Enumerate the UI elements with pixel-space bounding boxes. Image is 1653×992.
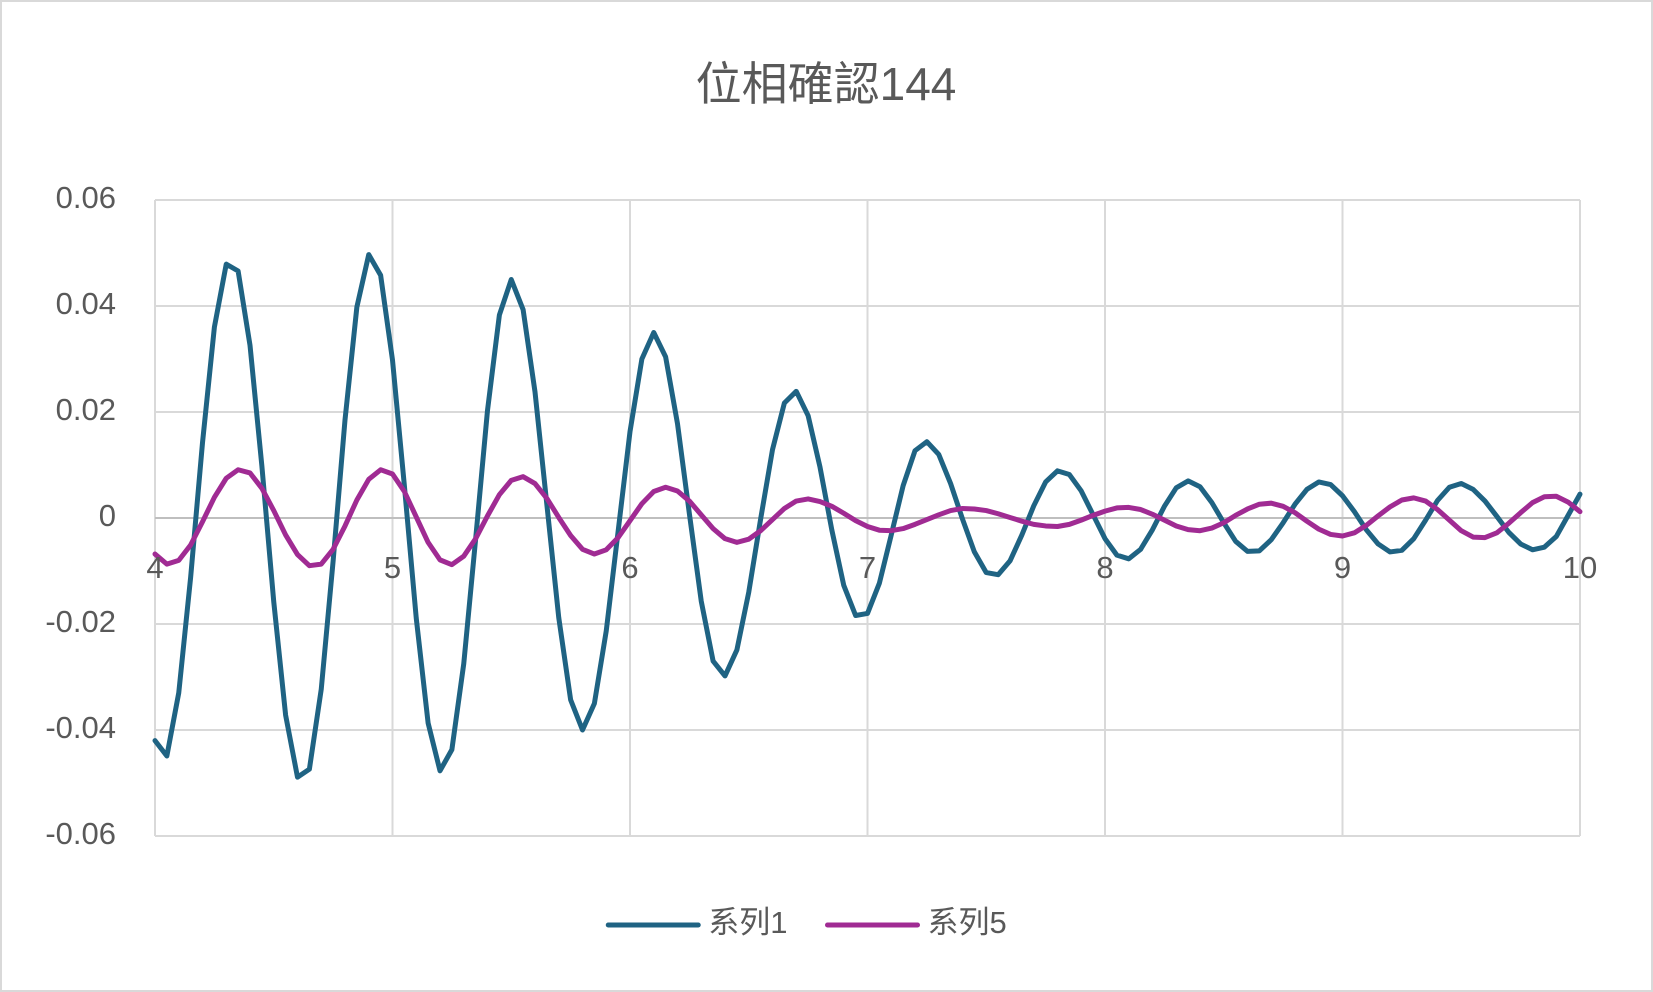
series-line (152, 252, 1583, 780)
chart-title: 位相確認144 (696, 58, 957, 110)
y-tick-label: -0.06 (45, 816, 116, 851)
y-tick-label: 0.04 (56, 286, 116, 321)
x-tick-label: 6 (621, 550, 638, 585)
y-tick-label: 0.06 (56, 180, 116, 215)
legend-item: 系列5 (825, 905, 1007, 940)
y-tick-label: 0 (99, 498, 116, 533)
x-tick-label: 8 (1096, 550, 1113, 585)
y-tick-label: -0.04 (45, 710, 116, 745)
x-tick-label: 4 (146, 550, 163, 585)
x-tick-label: 5 (384, 550, 401, 585)
y-tick-label: -0.02 (45, 604, 116, 639)
series-line (152, 467, 1583, 569)
legend-item: 系列1 (605, 905, 788, 940)
y-tick-label: 0.02 (56, 392, 116, 427)
legend-label: 系列1 (708, 905, 787, 940)
x-tick-label: 9 (1334, 550, 1351, 585)
x-tick-label: 10 (1563, 550, 1597, 585)
x-tick-label: 7 (859, 550, 876, 585)
legend-label: 系列5 (928, 905, 1007, 940)
